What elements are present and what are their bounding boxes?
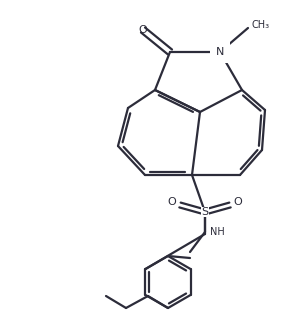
- Text: NH: NH: [210, 227, 225, 237]
- Text: CH₃: CH₃: [252, 20, 270, 30]
- Text: S: S: [202, 207, 209, 217]
- Text: O: O: [139, 25, 147, 35]
- Text: N: N: [216, 47, 224, 57]
- Text: O: O: [234, 197, 242, 207]
- Text: O: O: [168, 197, 176, 207]
